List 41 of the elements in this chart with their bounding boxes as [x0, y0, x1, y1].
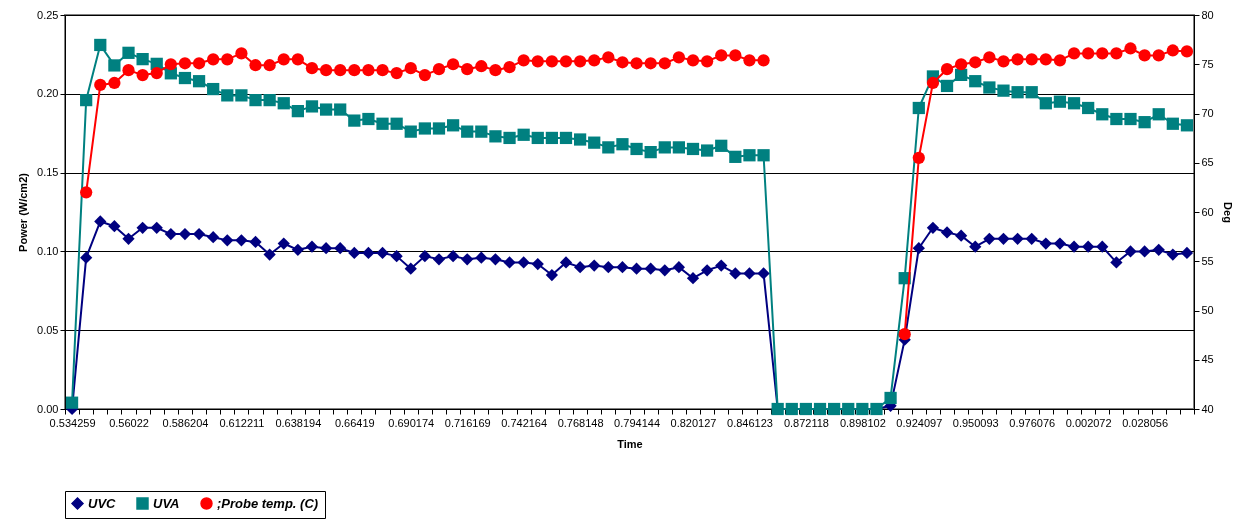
y2-tick-label: 65 [1201, 156, 1214, 169]
y2-tick-label: 55 [1201, 254, 1214, 267]
y2-tick-label: 70 [1201, 107, 1214, 119]
y2-tick-label: 50 [1201, 304, 1214, 316]
x-tick-label: 0.742164 [501, 416, 548, 429]
y2-tick-label: 45 [1201, 353, 1214, 366]
x-tick-label: 0.028056 [1122, 416, 1169, 429]
x-tick-label: 0.586204 [162, 416, 209, 429]
x-axis-title: Time [617, 437, 643, 450]
x-tick-label: 0.716169 [444, 416, 491, 429]
x-tick-label: 0.66419 [334, 416, 375, 429]
y-tick-label: 0.15 [37, 166, 59, 179]
x-tick-label: 0.690174 [388, 416, 435, 429]
y-tick-label: 0.00 [37, 402, 59, 415]
x-tick-label: 0.768148 [557, 416, 604, 429]
x-tick-label: 0.846123 [727, 416, 773, 429]
y2-axis-title: Deg [1221, 202, 1234, 223]
x-tick-label: 0.872118 [783, 416, 829, 429]
y2-tick-label: 40 [1201, 402, 1214, 415]
legend-label: UVA [153, 495, 180, 511]
y2-tick-label: 60 [1201, 205, 1214, 218]
legend-label: UVC [88, 495, 117, 511]
y-tick-label: 0.25 [37, 8, 59, 21]
x-tick-label: 0.002072 [1065, 416, 1112, 429]
y-axis-title: Power (W/cm2) [17, 172, 30, 252]
y2-tick-label: 80 [1201, 8, 1214, 21]
y-tick-label: 0.05 [37, 323, 59, 336]
x-tick-label: 0.950093 [952, 416, 999, 429]
x-tick-label: 0.976076 [1009, 416, 1056, 429]
x-tick-label: 0.898102 [839, 416, 886, 429]
x-tick-label: 0.820127 [670, 416, 717, 429]
y2-tick-label: 75 [1201, 57, 1214, 70]
x-tick-label: 0.612211 [219, 416, 265, 429]
x-tick-label: 0.56022 [109, 416, 149, 429]
x-tick-label: 0.534259 [49, 416, 96, 429]
x-tick-label: 0.794144 [614, 416, 660, 429]
y-tick-label: 0.10 [37, 244, 59, 257]
legend-label: ;Probe temp. (C) [217, 495, 319, 511]
x-tick-label: 0.924097 [896, 416, 943, 429]
y-tick-label: 0.20 [37, 87, 59, 100]
x-tick-label: 0.638194 [275, 416, 322, 429]
